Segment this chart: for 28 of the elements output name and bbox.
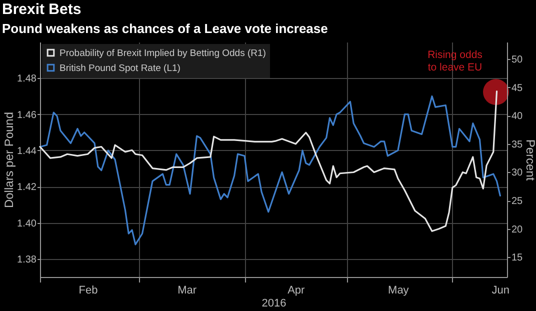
y2-tick-label: 30 bbox=[512, 168, 524, 179]
y2-tick-label: 50 bbox=[512, 54, 524, 66]
x-tick-label: Jun bbox=[492, 284, 510, 296]
y2-tick-label: 25 bbox=[512, 196, 524, 208]
y2-tick-label: 15 bbox=[512, 252, 524, 264]
y2-tick-label: 40 bbox=[512, 111, 524, 122]
y-tick-label: 1.40 bbox=[17, 218, 37, 230]
legend-label: British Pound Spot Rate (L1) bbox=[60, 62, 180, 74]
y-tick-label: 1.42 bbox=[17, 182, 37, 194]
y-tick-label: 1.38 bbox=[17, 254, 37, 266]
y-tick-label: 1.46 bbox=[17, 110, 37, 121]
y2-tick-label: 20 bbox=[512, 224, 524, 236]
y-tick-label: 1.44 bbox=[17, 146, 37, 157]
x-tick-label: Feb bbox=[78, 284, 98, 296]
x-tick-label: Apr bbox=[288, 284, 306, 296]
y2-axis-title: Percent bbox=[524, 139, 536, 182]
chart-subtitle: Pound weakens as chances of a Leave vote increase bbox=[2, 21, 328, 36]
y2-tick-label: 35 bbox=[512, 139, 524, 150]
y-tick-label: 1.48 bbox=[17, 74, 37, 85]
x-axis-title: 2016 bbox=[262, 298, 286, 310]
y2-tick-label: 45 bbox=[512, 82, 524, 94]
chart-title: Brexit Bets bbox=[2, 1, 82, 18]
x-tick-label: Mar bbox=[178, 284, 197, 296]
annotation: Rising odds to leave EU bbox=[428, 49, 482, 74]
y-axis-title: Dollars per Pound bbox=[2, 112, 16, 208]
x-tick-label: May bbox=[388, 284, 410, 296]
legend-label: Probability of Brexit Implied by Betting Odds (R1) bbox=[60, 48, 266, 59]
line-series bbox=[39, 95, 501, 246]
